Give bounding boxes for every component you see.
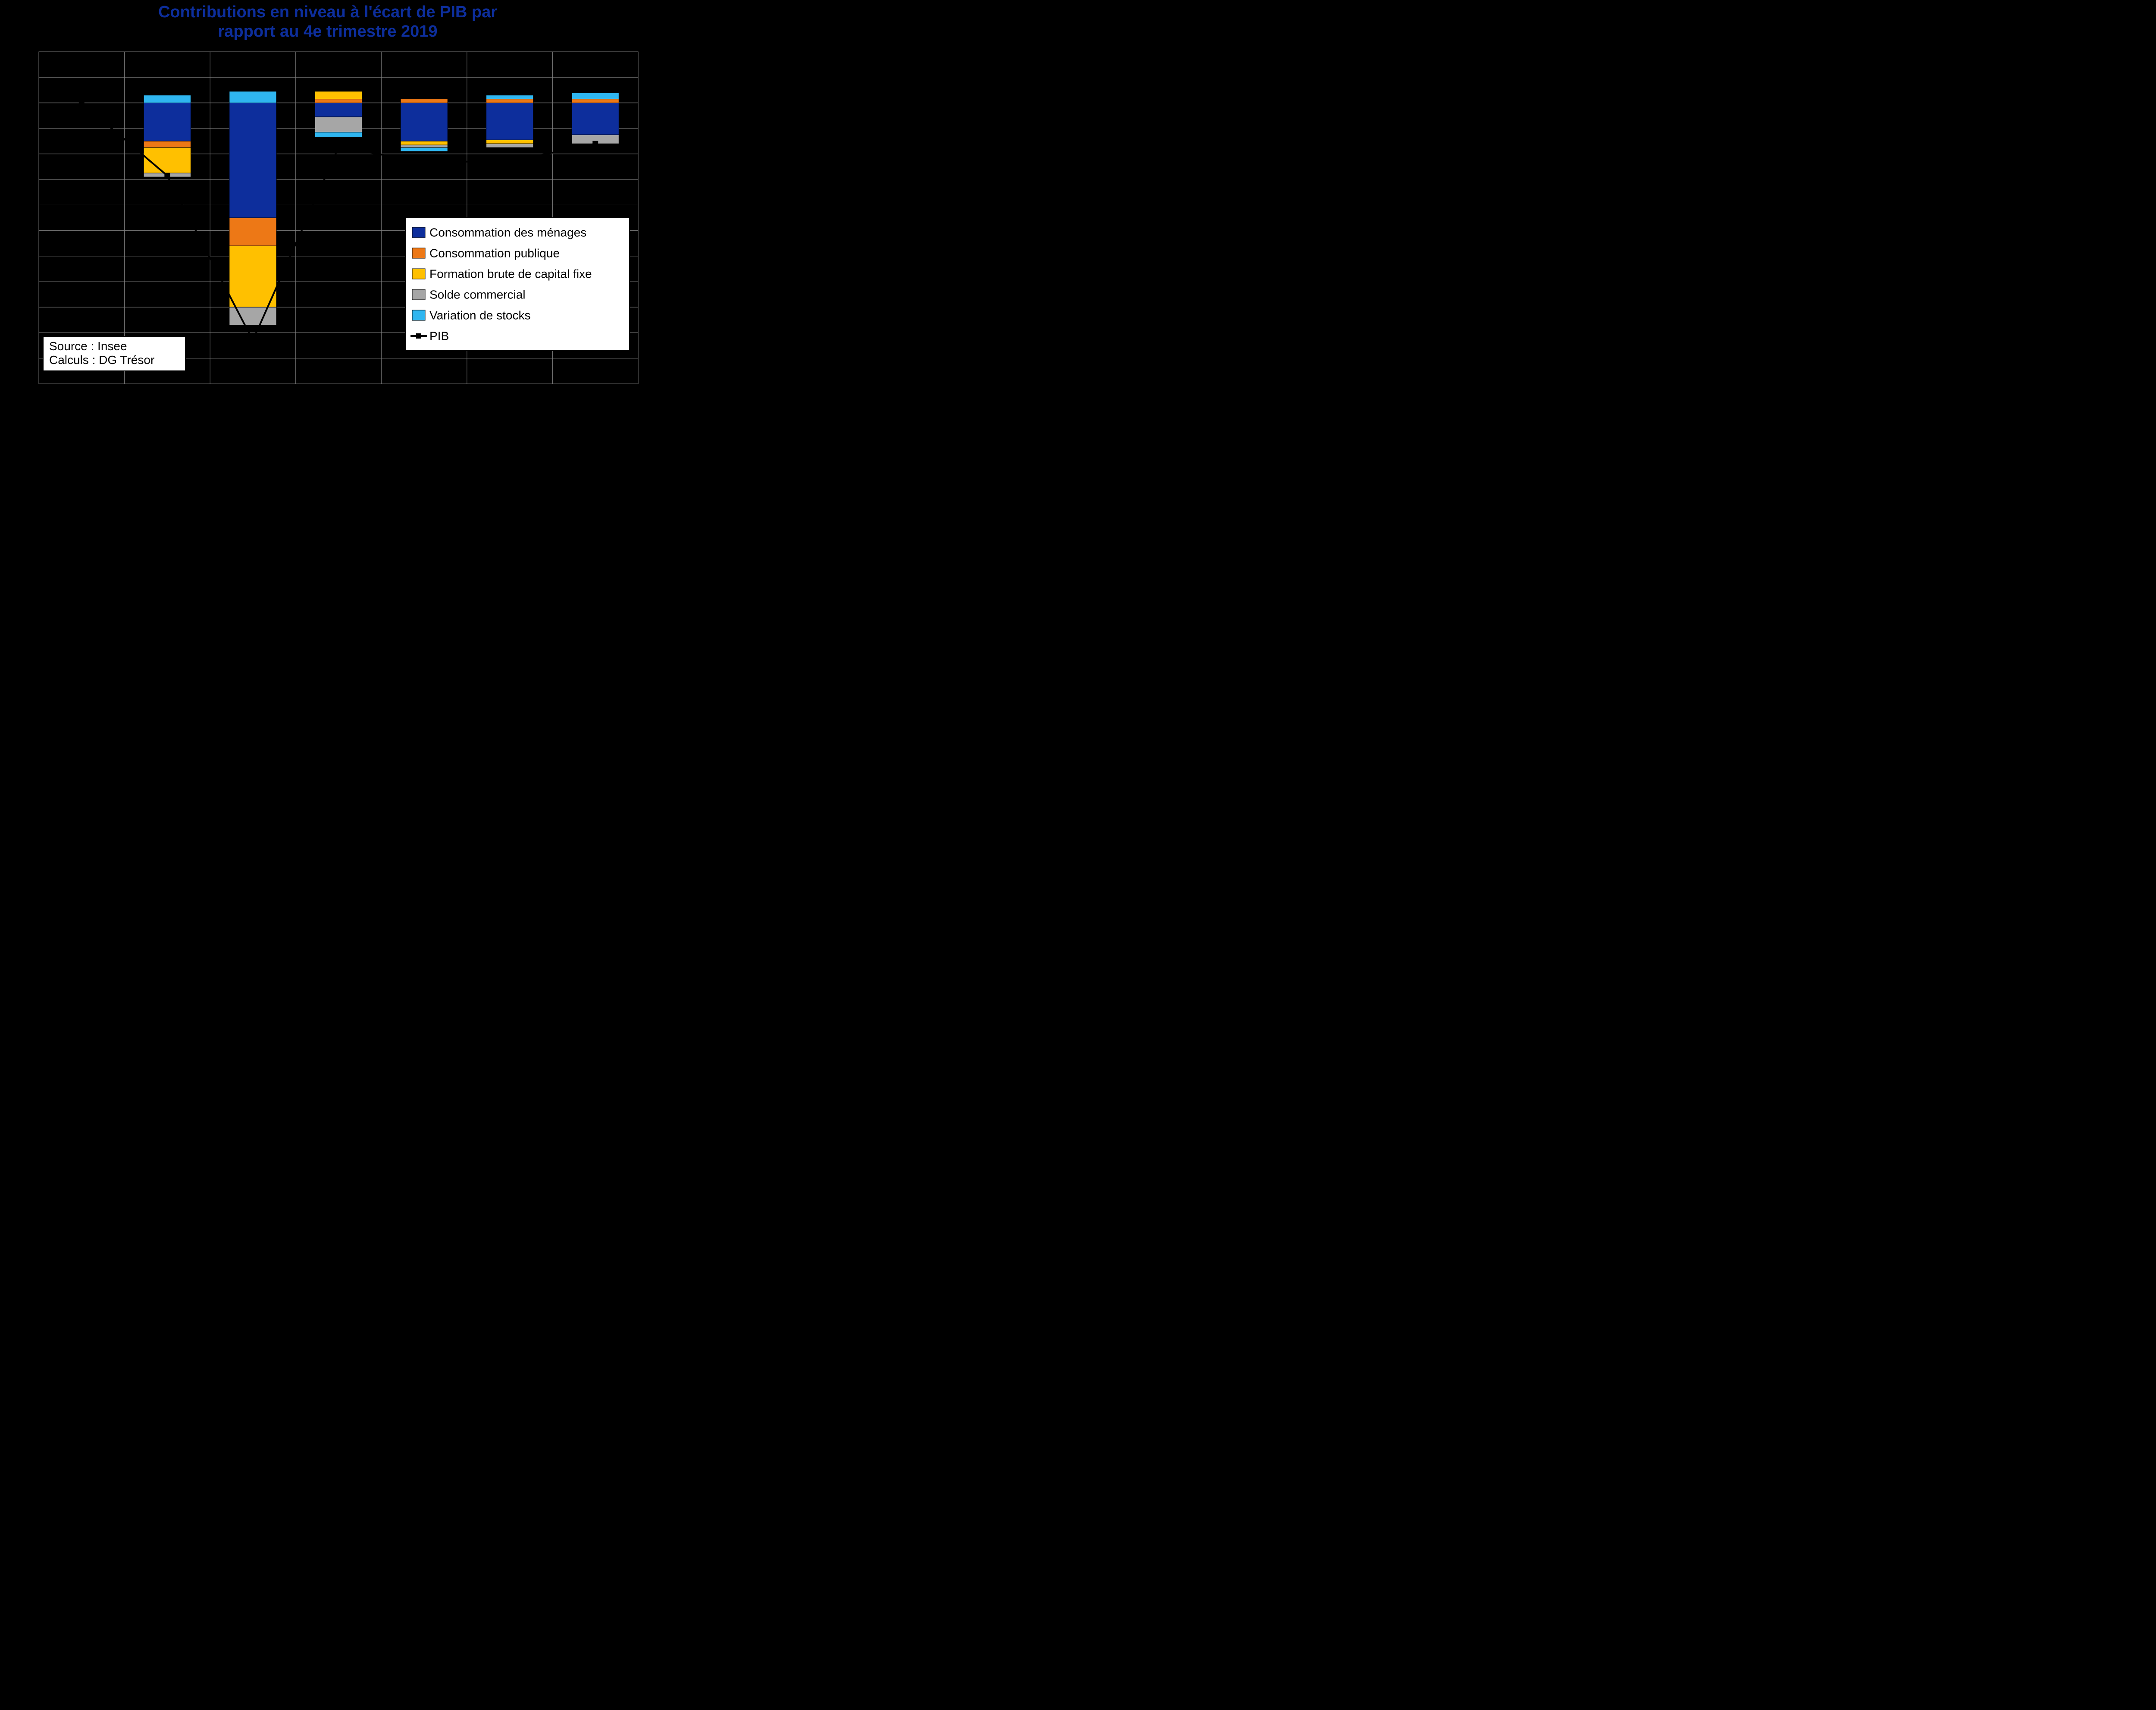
legend-label: Variation de stocks [429,308,531,322]
bar-segment-menages [401,103,448,141]
legend-swatch [412,289,425,300]
bar-segment-stocks [229,91,276,103]
bar-segment-stocks [401,147,448,151]
pib-marker [165,173,170,178]
legend-label: Consommation publique [429,246,560,260]
x-tick-label: T4 [418,387,430,398]
legend-label: Consommation des ménages [429,226,586,239]
x-tick-label: T1 [161,387,173,398]
bar-segment-fbcf [401,141,448,145]
bar-segment-publique [229,218,276,246]
bar-segment-publique [401,99,448,103]
legend-label: Solde commercial [429,288,526,301]
bar-segment-menages [486,103,533,140]
chart-container: Contributions en niveau à l'écart de PIB… [0,0,655,427]
x-tick-label: T1 [504,387,516,398]
x-tick-label: T3 [332,387,345,398]
bar-segment-menages [229,103,276,218]
bar-segment-fbcf [486,140,533,144]
bar-segment-stocks [572,93,619,99]
legend-swatch [412,227,425,238]
pib-marker [336,145,341,150]
chart-title-line1: Contributions en niveau à l'écart de PIB… [158,3,497,21]
bar-segment-fbcf [315,91,362,99]
bar-segment-menages [572,103,619,135]
bar-segment-solde [401,145,448,147]
pib-marker [507,159,512,164]
bar-segment-menages [315,103,362,117]
bar-segment-publique [315,99,362,103]
source-line1: Source : Insee [49,339,127,353]
pib-marker [422,159,427,164]
legend-label: Formation brute de capital fixe [429,267,592,280]
bar-segment-stocks [315,132,362,138]
x-year-label: 2021 [541,400,564,411]
bar-segment-publique [486,99,533,103]
bar-segment-menages [144,103,191,141]
pib-marker [593,141,598,146]
legend-swatch [412,269,425,279]
bar-segment-solde [315,117,362,132]
chart-svg: Contributions en niveau à l'écart de PIB… [0,0,655,427]
legend-label: PIB [429,329,449,342]
legend-swatch [412,248,425,258]
bar-segment-stocks [144,95,191,103]
chart-title-line2: rapport au 4e trimestre 2019 [218,22,437,41]
legend-swatch [412,310,425,320]
bar-segment-fbcf [144,147,191,173]
x-year-label: 2019 [70,400,93,411]
x-tick-label: T4 [75,387,88,398]
bar-segment-publique [572,99,619,103]
x-year-label: 2020 [284,400,307,411]
legend-pib-marker [416,333,421,339]
x-tick-label: T2 [247,387,259,398]
bar-segment-fbcf [229,246,276,307]
x-tick-label: T2 [589,387,602,398]
bar-segment-stocks [486,95,533,99]
pib-marker [250,338,255,343]
bar-segment-publique [144,141,191,147]
source-line2: Calculs : DG Trésor [49,353,154,367]
bar-segment-solde [486,144,533,147]
pib-marker [79,100,84,105]
